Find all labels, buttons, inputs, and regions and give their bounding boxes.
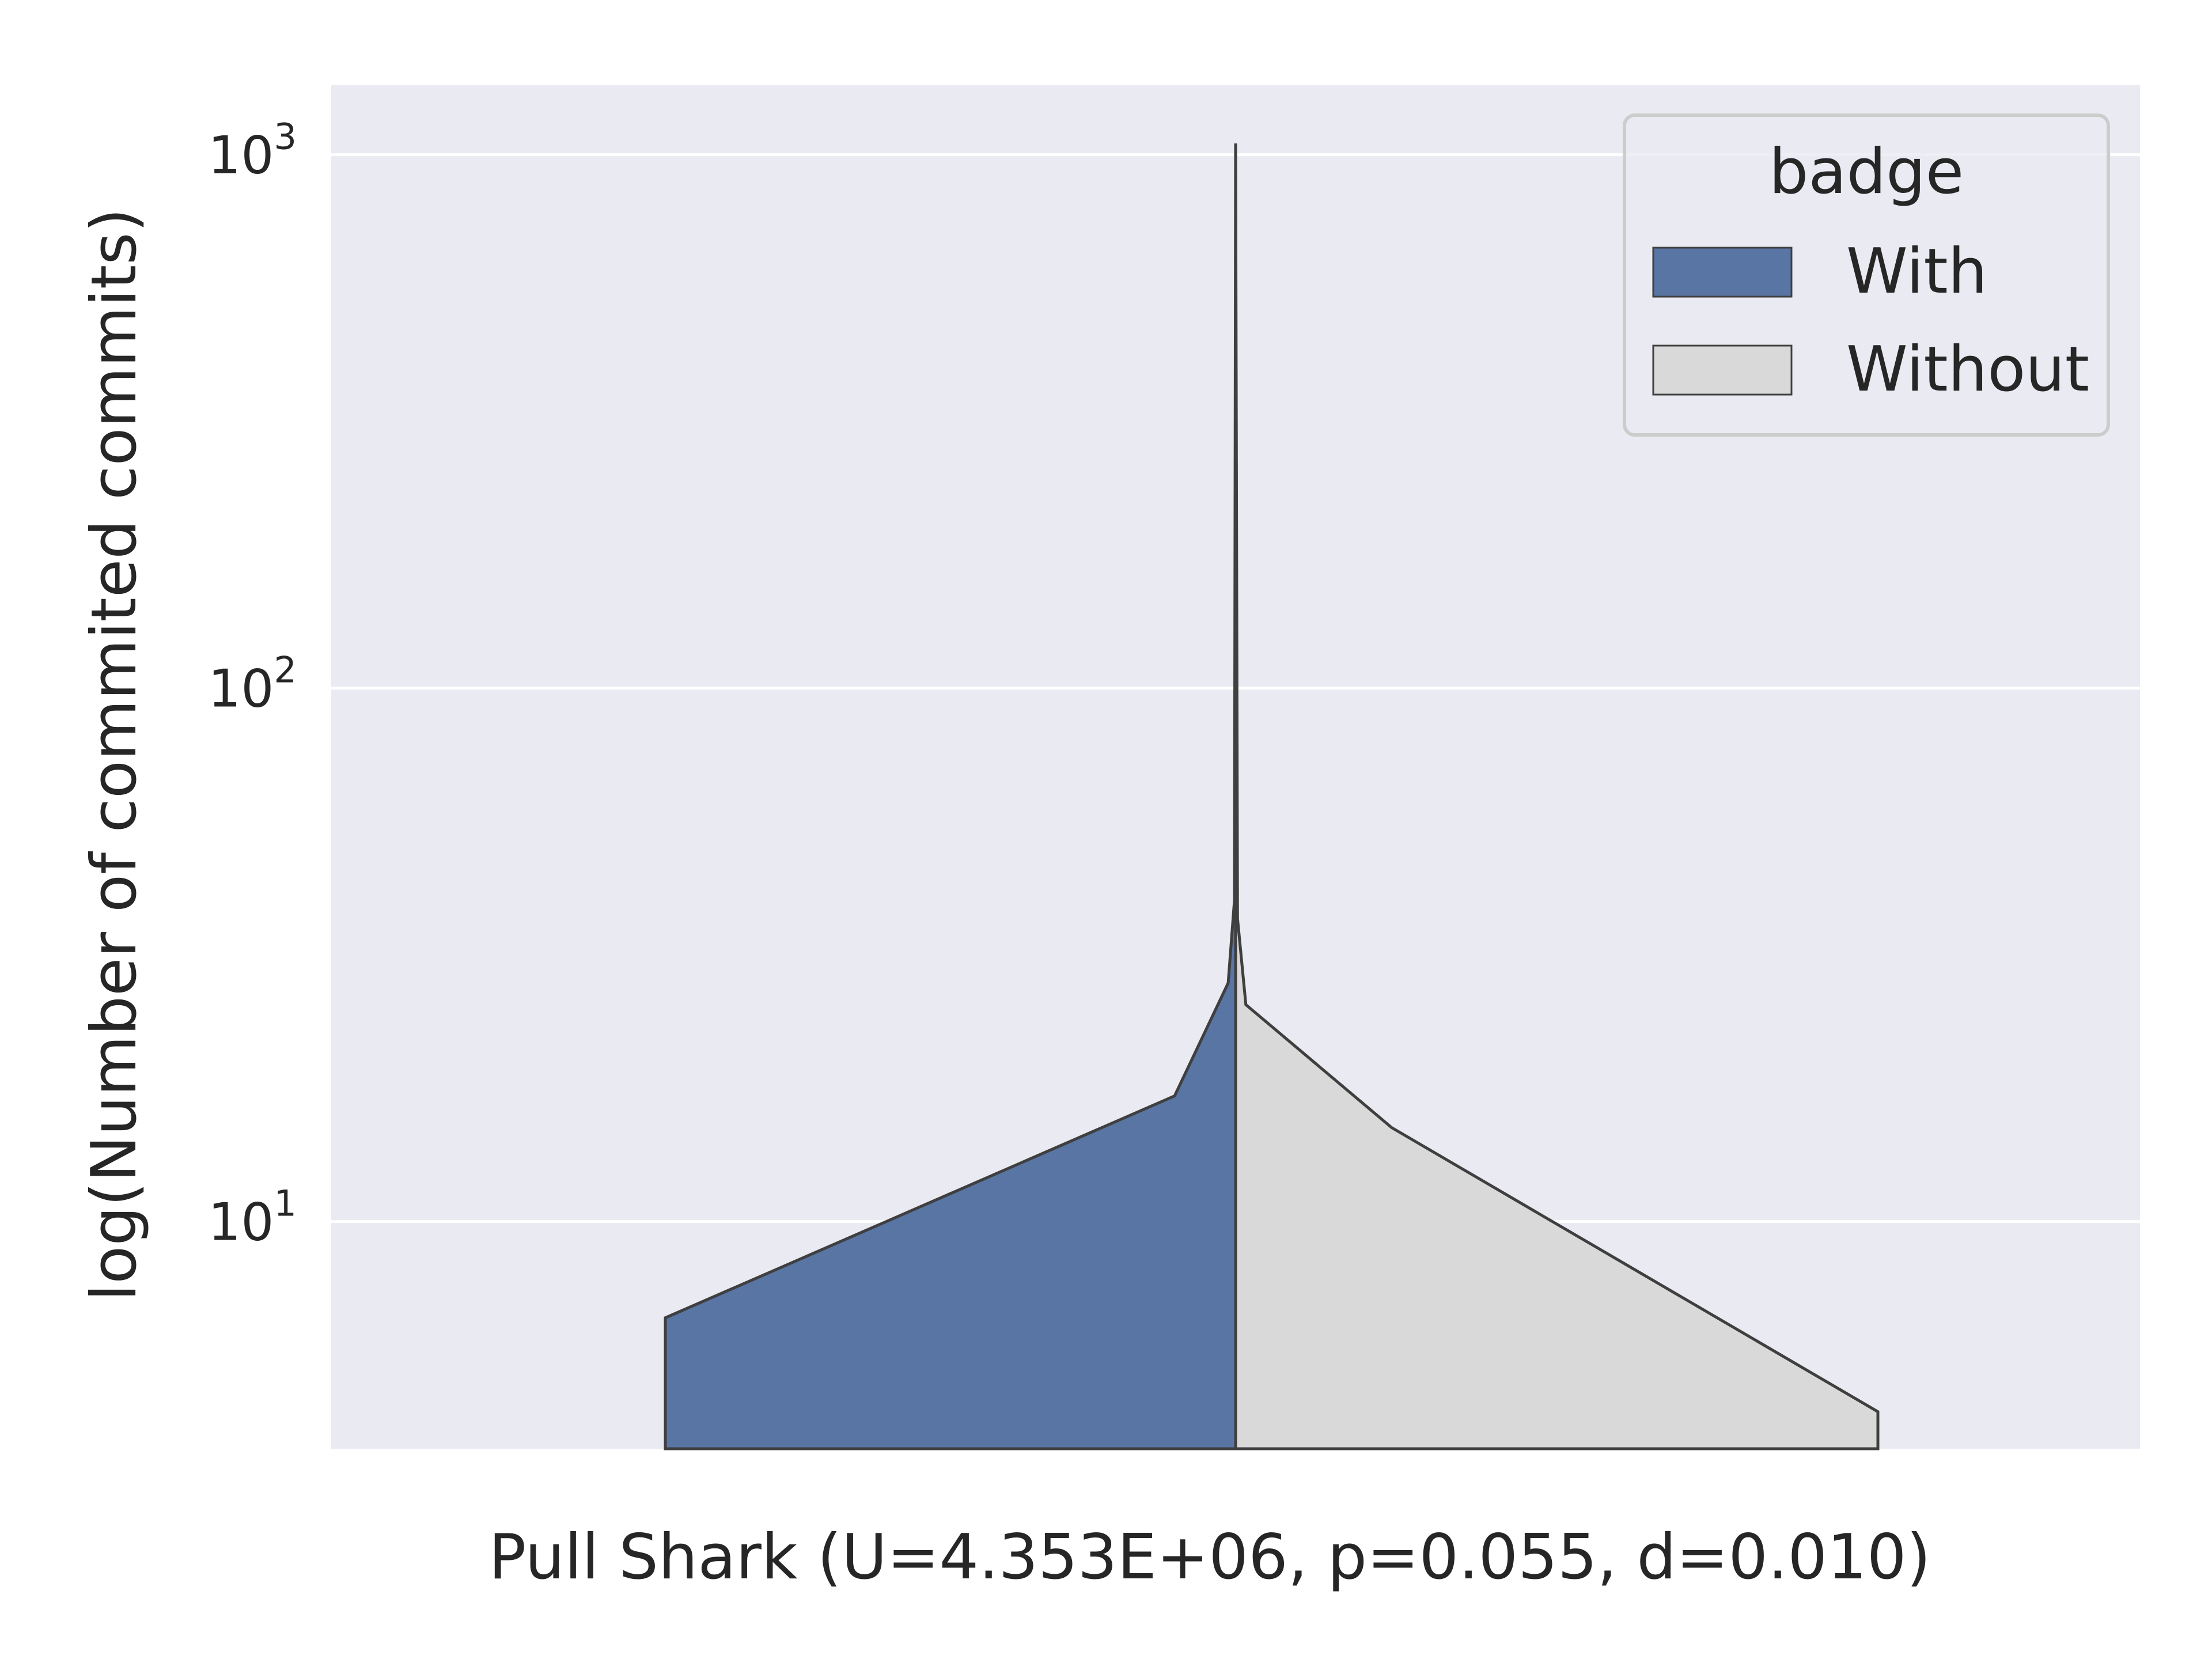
legend-label-with: With xyxy=(1846,236,1987,308)
y-tick-exponent: 3 xyxy=(274,116,297,158)
y-tick-exponent: 2 xyxy=(274,649,297,691)
y-tick-base: 10 xyxy=(208,1192,274,1253)
y-tick-label: 103 xyxy=(208,116,297,186)
legend-swatch-without xyxy=(1652,344,1793,396)
y-tick-label: 101 xyxy=(208,1183,297,1253)
legend-label-without: Without xyxy=(1846,334,2089,406)
legend: badge With Without xyxy=(1623,113,2110,437)
y-tick-base: 10 xyxy=(208,126,274,186)
legend-title: badge xyxy=(1769,136,1964,208)
y-tick-exponent: 1 xyxy=(274,1183,297,1225)
y-tick-base: 10 xyxy=(208,659,274,719)
y-tick-label: 102 xyxy=(208,649,297,719)
legend-swatch-with xyxy=(1652,247,1793,298)
violins xyxy=(664,143,1880,1450)
x-axis-label: Pull Shark (U=4.353E+06, p=0.055, d=0.01… xyxy=(488,1521,1930,1593)
y-axis-label: log(Number of commited commits) xyxy=(78,208,150,1301)
